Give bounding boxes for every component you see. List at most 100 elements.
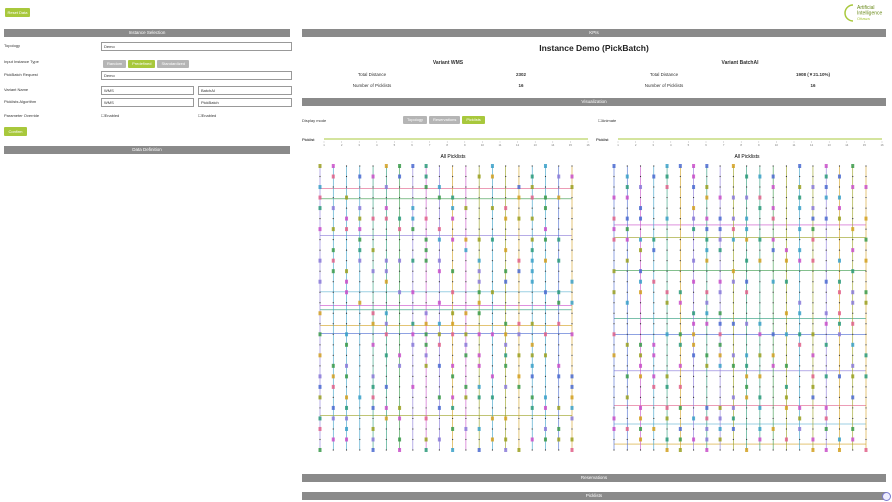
aisle-dot [359, 281, 361, 283]
label: PickBatch Request [4, 72, 38, 77]
select[interactable]: WMS [101, 98, 194, 107]
pick-location [437, 258, 441, 263]
aisle-dot [639, 396, 642, 399]
aisle-dot [838, 407, 841, 409]
aisle-dot [412, 281, 414, 283]
aisle-dot [653, 260, 655, 262]
pick-location [384, 384, 388, 389]
aisle-dot [666, 396, 668, 399]
aisle-dot [852, 260, 854, 262]
pick-location [331, 258, 335, 263]
pick-location [771, 174, 775, 179]
pick-location [517, 384, 521, 389]
aisle-dot [332, 449, 334, 451]
aisle-dot [759, 281, 761, 283]
pick-location [464, 395, 468, 400]
pick-location [771, 185, 775, 190]
pick-location [692, 342, 696, 347]
aisle-dot [412, 428, 414, 430]
aisle-dot [639, 228, 642, 230]
pick-location [371, 448, 375, 452]
pick-location [639, 290, 643, 295]
pick-location [758, 437, 762, 442]
pick-location [811, 258, 815, 263]
aisle-dot [613, 396, 615, 399]
aisle-dot [785, 375, 788, 377]
pick-location [517, 185, 521, 190]
aisle-dot [838, 165, 841, 167]
section-bar[interactable]: Picklists [302, 492, 886, 500]
aisle-dot [544, 375, 547, 377]
pick-location [665, 185, 669, 190]
pick-location [625, 258, 629, 263]
pick-location [625, 237, 629, 242]
aisle-dot [398, 281, 401, 283]
pick-location [718, 279, 722, 284]
option-button[interactable]: Reservations [429, 116, 461, 124]
pick-location [384, 353, 388, 358]
pick-location [625, 395, 629, 400]
option-button[interactable]: Predefined [128, 60, 156, 68]
section-bar[interactable]: Reservations [302, 474, 886, 482]
scroll-top-button[interactable] [882, 492, 891, 501]
input[interactable]: WMS [101, 86, 194, 95]
pick-location [745, 237, 749, 242]
aisle-dot [865, 323, 867, 325]
aisle-dot [359, 196, 361, 199]
pick-location [718, 405, 722, 410]
checkbox[interactable]: ☐Enabled [198, 113, 217, 118]
pick-location [718, 290, 722, 295]
aisle-dot [465, 365, 467, 367]
section-bar[interactable]: Data Definition [4, 146, 290, 154]
pick-location [692, 185, 696, 190]
aisle-dot [772, 344, 774, 346]
pick-location [358, 237, 362, 242]
option-button[interactable]: Picklists [462, 116, 485, 124]
pick-location [864, 290, 868, 295]
input[interactable]: BatchAI [198, 86, 292, 95]
select[interactable]: PickBatch [198, 98, 292, 107]
reset-button[interactable]: Reset Data [5, 8, 30, 17]
select[interactable]: Demo [101, 71, 292, 80]
pick-location [464, 353, 468, 358]
aisle-dot [653, 291, 655, 293]
aisle-dot [425, 375, 427, 377]
checkbox[interactable]: ☐Enabled [101, 113, 120, 118]
pick-location [625, 195, 629, 200]
aisle-dot [759, 312, 761, 314]
aisle-dot [732, 312, 734, 314]
aisle-dot [319, 323, 321, 325]
pick-location [530, 237, 534, 242]
label: Parameter Override [4, 113, 40, 118]
pick-location [384, 279, 388, 284]
aisle-dot [852, 175, 854, 178]
pick-location [371, 426, 375, 431]
aisle-dot [571, 260, 573, 262]
aisle-dot [412, 312, 414, 314]
aisle-dot [571, 228, 573, 230]
option-button[interactable]: Random [103, 60, 127, 68]
aisle-dot [531, 428, 533, 430]
aisle-dot [398, 333, 401, 335]
pick-location [543, 237, 547, 242]
pick-location [718, 426, 722, 431]
pick-location [318, 374, 322, 379]
checkbox[interactable]: ☐Animate [598, 118, 617, 123]
slider-label: Picklist [596, 137, 609, 142]
aisle-dot [438, 354, 440, 356]
aisle-dot [332, 196, 334, 199]
pick-location [345, 416, 349, 421]
option-button[interactable]: Standardized [157, 60, 190, 68]
aisle-dot [613, 260, 615, 262]
aisle-dot [558, 386, 560, 388]
option-button[interactable]: Topology [403, 116, 428, 124]
pick-location [358, 206, 362, 211]
pick-location [665, 300, 669, 305]
pick-location [384, 258, 388, 263]
pick-location [517, 195, 521, 200]
select[interactable]: Demo [101, 42, 292, 51]
pick-location [384, 405, 388, 410]
confirm-button[interactable]: Confirm [4, 127, 27, 136]
pick-location [345, 395, 349, 400]
pick-location [451, 237, 455, 242]
